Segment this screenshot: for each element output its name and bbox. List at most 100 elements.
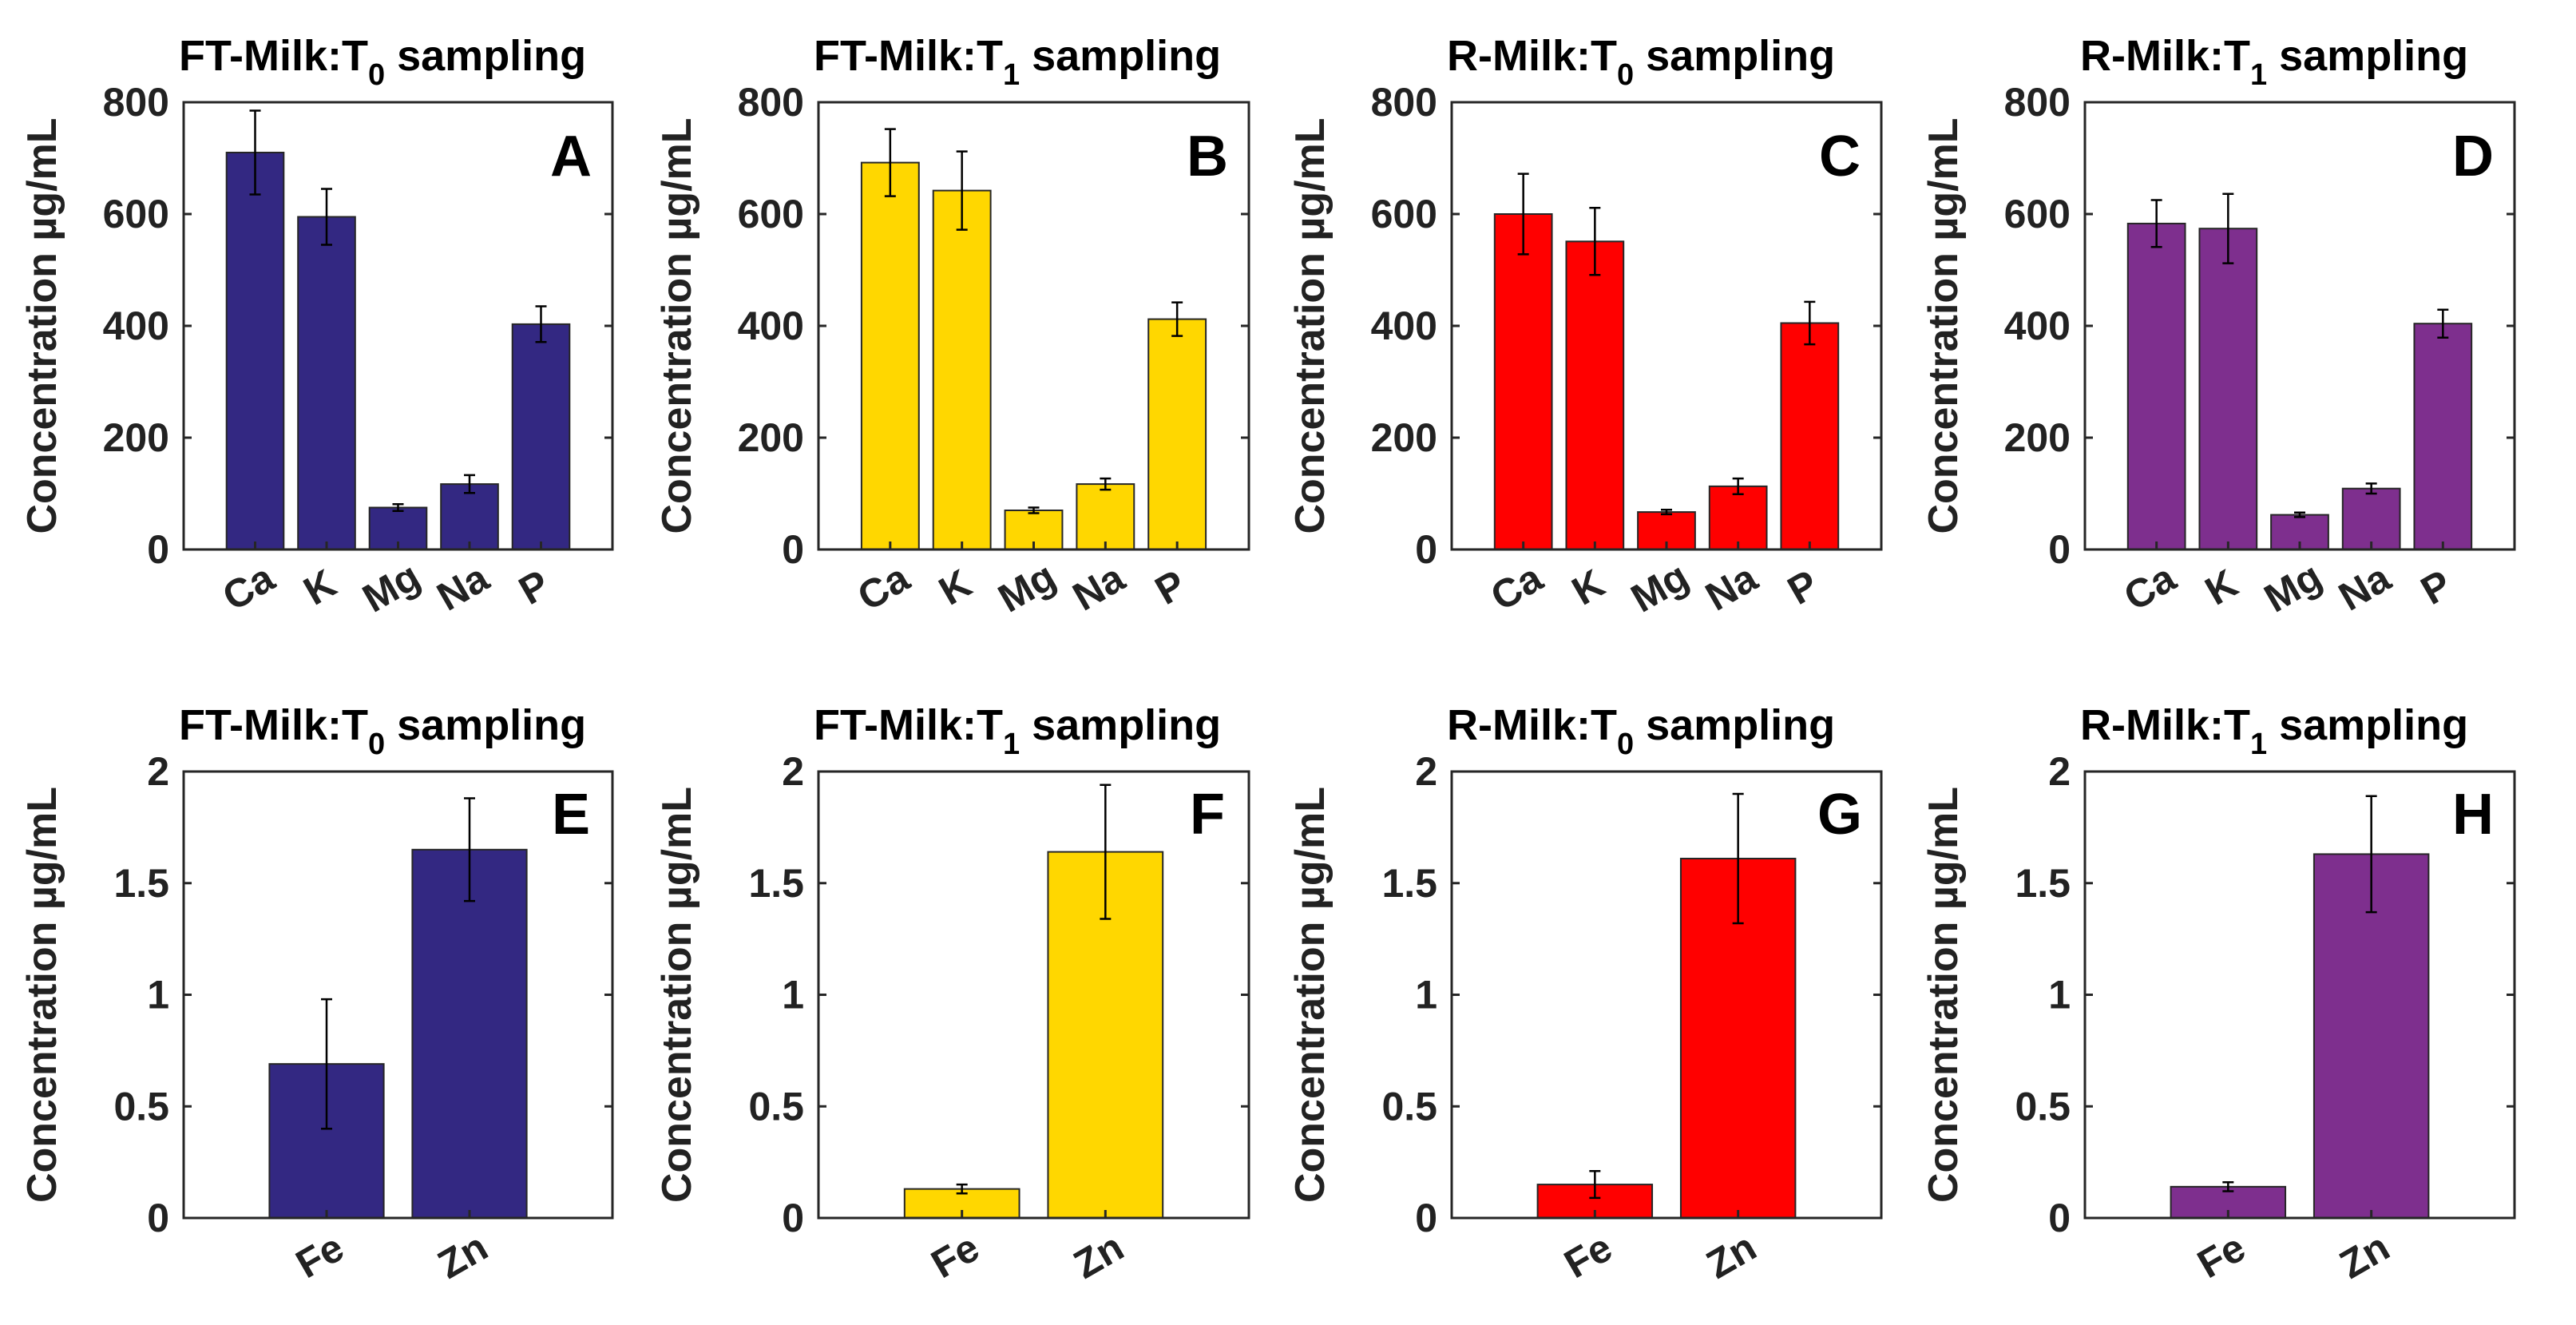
title-subscript: 1 xyxy=(2250,728,2267,761)
y-tick-label: 0 xyxy=(782,1196,804,1240)
bar-k xyxy=(932,189,992,550)
error-bar-na xyxy=(1732,477,1744,495)
y-tick-label: 1.5 xyxy=(2015,861,2071,906)
error-bar-ca xyxy=(884,128,896,197)
bar-p xyxy=(2413,323,2473,550)
y-tick-label: 400 xyxy=(738,303,804,348)
x-tick-label-k: K xyxy=(1564,561,1611,614)
y-tick-label: 0.5 xyxy=(113,1084,169,1129)
error-bar-p xyxy=(2437,308,2449,339)
title-suffix: sampling xyxy=(1020,32,1221,80)
x-tick-label-k: K xyxy=(932,561,979,614)
title-suffix: sampling xyxy=(385,32,586,80)
y-tick-label: 0.5 xyxy=(1381,1084,1437,1129)
error-bar-mg xyxy=(1661,509,1672,516)
panel-letter: H xyxy=(2452,783,2494,847)
y-tick-label: 600 xyxy=(2004,192,2071,236)
y-axis-label: Concentration µg/mL xyxy=(19,117,65,534)
x-tick-label-ca: Ca xyxy=(1483,554,1550,619)
error-bar-fe xyxy=(1589,1170,1601,1200)
axes-frame xyxy=(182,101,614,551)
y-tick-label: 1.5 xyxy=(748,861,804,906)
error-bar-p xyxy=(1804,300,1816,346)
panel-letter: A xyxy=(550,125,592,188)
y-tick-label: 800 xyxy=(738,80,804,125)
panel-title: R-Milk:T0 sampling xyxy=(1447,701,1835,761)
bar-k xyxy=(2198,228,2258,550)
y-tick-label: 200 xyxy=(2004,415,2071,460)
title-subscript: 0 xyxy=(1617,58,1634,92)
y-tick-label: 800 xyxy=(1371,80,1437,125)
y-tick-label: 1 xyxy=(2048,973,2071,1018)
title-suffix: sampling xyxy=(385,701,586,749)
panel-title: FT-Milk:T1 sampling xyxy=(814,32,1221,92)
x-tick-label-ca: Ca xyxy=(2116,554,2183,619)
y-tick-label: 800 xyxy=(103,80,169,125)
title-prefix: FT-Milk:T xyxy=(179,32,368,80)
x-tick-label-fe: Fe xyxy=(924,1224,987,1287)
error-bar-fe xyxy=(321,998,332,1130)
bar-k xyxy=(297,216,356,550)
y-tick-label: 2 xyxy=(1415,749,1437,794)
x-tick-label-zn: Zn xyxy=(1066,1224,1131,1287)
y-tick-label: 0.5 xyxy=(748,1084,804,1129)
y-axis-label: Concentration µg/mL xyxy=(654,117,700,534)
error-bar-p xyxy=(535,305,547,343)
bar-p xyxy=(1147,318,1207,550)
x-tick-label-k: K xyxy=(296,561,343,614)
bar-na xyxy=(1076,483,1135,550)
y-tick-label: 0.5 xyxy=(2015,1084,2071,1129)
x-tick-label-k: K xyxy=(2198,561,2245,614)
title-subscript: 1 xyxy=(1003,58,1020,92)
x-tick-label-zn: Zn xyxy=(430,1224,495,1287)
axes-frame xyxy=(182,770,614,1220)
error-bar-fe xyxy=(2222,1181,2234,1192)
y-tick-label: 1.5 xyxy=(1381,861,1437,906)
panel-title: FT-Milk:T0 sampling xyxy=(179,701,586,761)
panel-title: FT-Milk:T0 sampling xyxy=(179,32,586,92)
title-prefix: FT-Milk:T xyxy=(814,701,1003,749)
error-bar-k xyxy=(2222,192,2234,264)
y-tick-label: 0 xyxy=(147,1196,169,1240)
bar-ca xyxy=(1493,213,1553,550)
x-tick-label-ca: Ca xyxy=(850,554,917,619)
x-tick-label-p: P xyxy=(512,561,557,613)
panel-letter: D xyxy=(2452,125,2494,188)
y-tick-label: 600 xyxy=(738,192,804,236)
y-axis-label: Concentration µg/mL xyxy=(1287,117,1334,534)
bar-ca xyxy=(2126,222,2186,550)
title-suffix: sampling xyxy=(1634,701,1835,749)
panel-title: FT-Milk:T1 sampling xyxy=(814,701,1221,761)
title-suffix: sampling xyxy=(2267,701,2468,749)
y-tick-label: 1.5 xyxy=(113,861,169,906)
x-tick-label-mg: Mg xyxy=(1623,553,1696,621)
title-prefix: R-Milk:T xyxy=(2080,32,2250,80)
title-prefix: FT-Milk:T xyxy=(179,701,368,749)
panel-b: FT-Milk:T1 sampling Concentration µg/mL Ca… xyxy=(654,32,1250,621)
panel-letter: C xyxy=(1819,125,1861,188)
error-bar-zn xyxy=(464,797,475,903)
y-tick-label: 2 xyxy=(147,749,169,794)
x-tick-label-mg: Mg xyxy=(2257,553,2329,621)
error-bar-k xyxy=(956,150,968,231)
error-bar-na xyxy=(2365,482,2377,495)
title-suffix: sampling xyxy=(1634,32,1835,80)
panel-title: R-Milk:T1 sampling xyxy=(2080,32,2468,92)
y-tick-label: 200 xyxy=(103,415,169,460)
error-bar-ca xyxy=(2150,199,2162,248)
y-tick-label: 600 xyxy=(1371,192,1437,236)
bar-ca xyxy=(860,161,920,550)
bar-na xyxy=(2341,487,2401,551)
error-bar-zn xyxy=(1732,792,1744,925)
y-tick-label: 1 xyxy=(147,973,169,1018)
x-tick-label-na: Na xyxy=(1698,554,1765,619)
error-bar-zn xyxy=(1100,783,1112,920)
panel-letter: B xyxy=(1187,125,1228,188)
error-bar-zn xyxy=(2365,795,2377,914)
y-tick-label: 1 xyxy=(1415,973,1437,1018)
x-tick-label-p: P xyxy=(1147,561,1193,613)
